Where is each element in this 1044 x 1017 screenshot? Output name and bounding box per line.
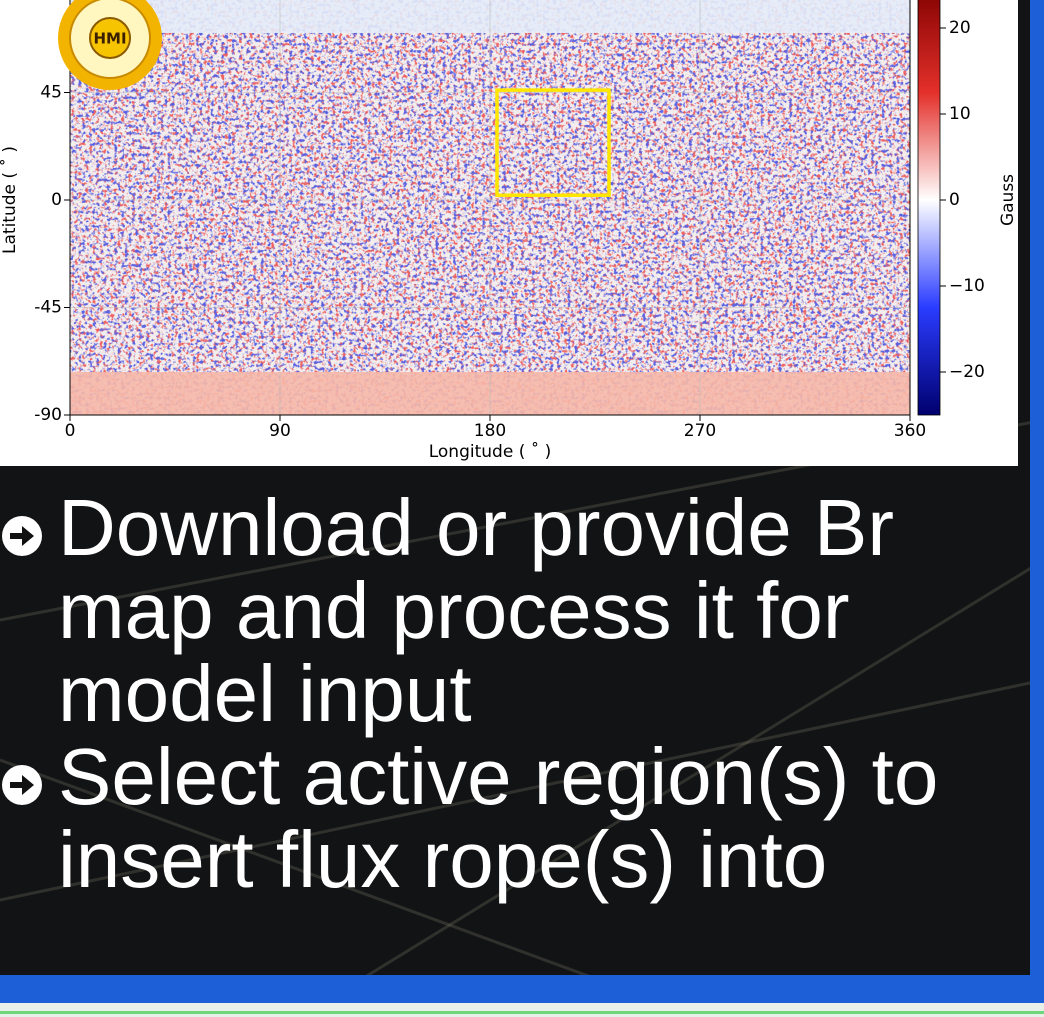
x-tick-label: 180 [474,421,506,441]
bullet-line: insert flux rope(s) into [58,818,938,901]
x-axis-label: Longitude ( ˚ ) [429,441,552,462]
bullet-icon [0,514,44,558]
colorbar-tick-label: 0 [949,190,960,210]
y-tick-label: -90 [34,405,62,425]
y-axis-label: Latitude ( ˚ ) [0,146,20,254]
colorbar-tick-label: −10 [949,276,985,296]
x-tick-label: 360 [894,421,926,441]
bullet-line: Download or provide Br [58,486,938,569]
bullet-line: map and process it for [58,569,938,652]
logo-text: HMI [93,30,126,48]
bullet-line: Select active region(s) to [58,735,938,818]
slide: 090180270360-90-4504590Longitude ( ˚ )La… [0,0,1044,1017]
bullet-icon [0,763,44,807]
colorbar [918,0,940,415]
colorbar-label: Gauss [998,174,1018,226]
x-tick-label: 0 [65,421,76,441]
x-tick-label: 90 [269,421,291,441]
bullet-line: model input [58,652,938,735]
page: 090180270360-90-4504590Longitude ( ˚ )La… [0,0,1044,1017]
colorbar-tick-label: 10 [949,104,971,124]
y-tick-label: -45 [34,298,62,318]
plot-area [64,0,910,421]
x-tick-label: 270 [684,421,716,441]
y-tick-label: 0 [51,190,62,210]
colorbar-tick-label: 20 [949,18,971,38]
y-tick-label: 45 [40,83,62,103]
colorbar-tick-label: −20 [949,362,985,382]
